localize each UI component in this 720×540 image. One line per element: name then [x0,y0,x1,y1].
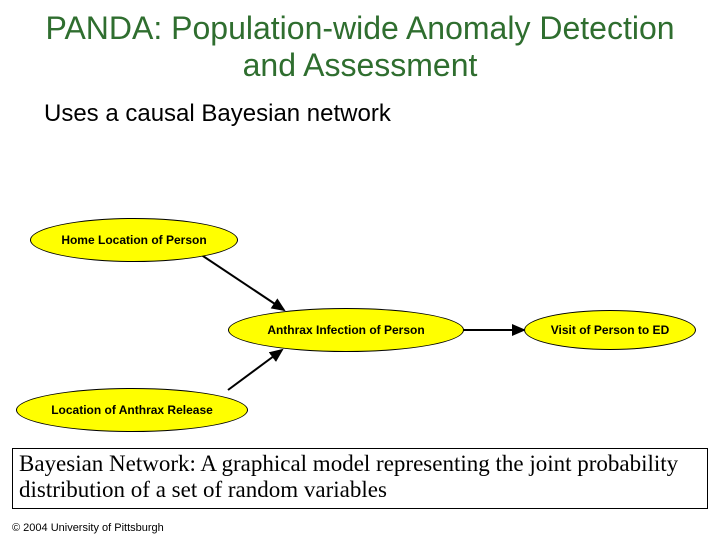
edge-release-anthrax [228,350,282,390]
node-release: Location of Anthrax Release [16,388,248,432]
definition-box: Bayesian Network: A graphical model repr… [12,448,708,509]
copyright-footer: © 2004 University of Pittsburgh [12,522,164,534]
page-title: PANDA: Population-wide Anomaly Detection… [0,0,720,92]
node-anthrax: Anthrax Infection of Person [228,308,464,352]
node-home: Home Location of Person [30,218,238,262]
node-visit: Visit of Person to ED [524,310,696,350]
bayesian-network-diagram: Home Location of Person Anthrax Infection… [0,210,720,450]
edge-home-anthrax [200,254,284,310]
subtitle: Uses a causal Bayesian network [0,92,720,128]
